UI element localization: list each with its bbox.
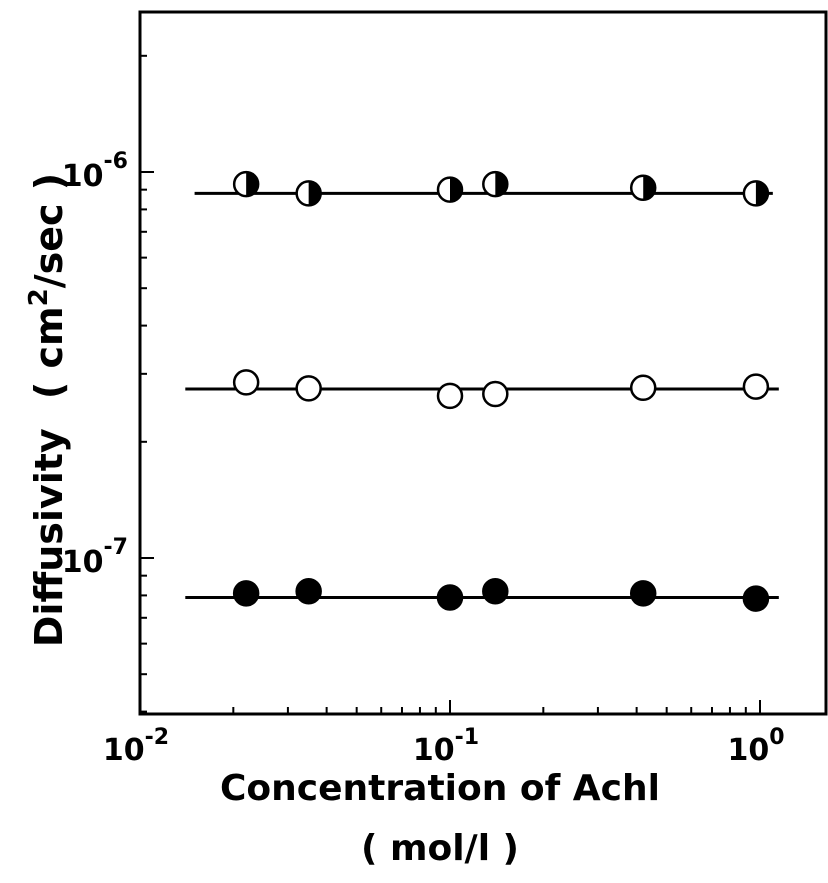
open-circle-point	[436, 382, 464, 410]
point-outline	[436, 176, 464, 203]
x-axis-label: Concentration of Achl	[220, 768, 660, 809]
data-points	[232, 170, 770, 612]
half-filled-circle-point	[232, 170, 260, 198]
half-filled-circle-point	[436, 176, 464, 203]
half-filled-circle-point	[295, 180, 322, 207]
y-axis-label-group: Diffusivity ( cm2/sec )	[24, 173, 71, 647]
filled-circle-point	[742, 585, 770, 612]
point-outline	[629, 174, 657, 202]
y-axis-unit: ( cm2/sec )	[24, 173, 71, 399]
point-outline	[295, 180, 322, 207]
filled-circle-point	[295, 578, 322, 605]
point-outline	[232, 170, 260, 198]
x-tick-label: 10-2	[103, 725, 169, 768]
tick-labels: 10-2 10-1 100 10-7 10-6	[62, 149, 785, 768]
open-circle-point	[295, 375, 322, 402]
y-tick-label: 10-7	[62, 535, 128, 580]
filled-circle-point	[629, 580, 657, 607]
open-circle-point	[482, 380, 509, 408]
filled-circle-point	[482, 578, 509, 605]
open-circle-point	[629, 374, 657, 402]
filled-circle-point	[436, 584, 464, 611]
filled-circle-point	[232, 580, 260, 607]
x-tick-label: 10-1	[413, 725, 479, 768]
x-axis-unit: ( mol/l )	[361, 828, 519, 869]
half-filled-circle-point	[629, 174, 657, 202]
point-outline	[482, 170, 509, 198]
svg-text:Diffusivity ( cm2/sec ): Diffusivity ( cm2/sec )	[24, 173, 71, 647]
point-outline	[742, 180, 770, 207]
open-circle-point	[232, 369, 260, 396]
y-axis-label: Diffusivity	[27, 428, 71, 647]
x-tick-label: 100	[727, 725, 784, 768]
half-filled-circle-point	[742, 180, 770, 207]
half-filled-circle-point	[482, 170, 509, 198]
axis-ticks	[139, 54, 761, 714]
open-circle-point	[742, 373, 770, 400]
plot-frame	[138, 10, 828, 716]
fit-lines	[185, 191, 779, 600]
y-tick-label: 10-6	[62, 149, 128, 194]
